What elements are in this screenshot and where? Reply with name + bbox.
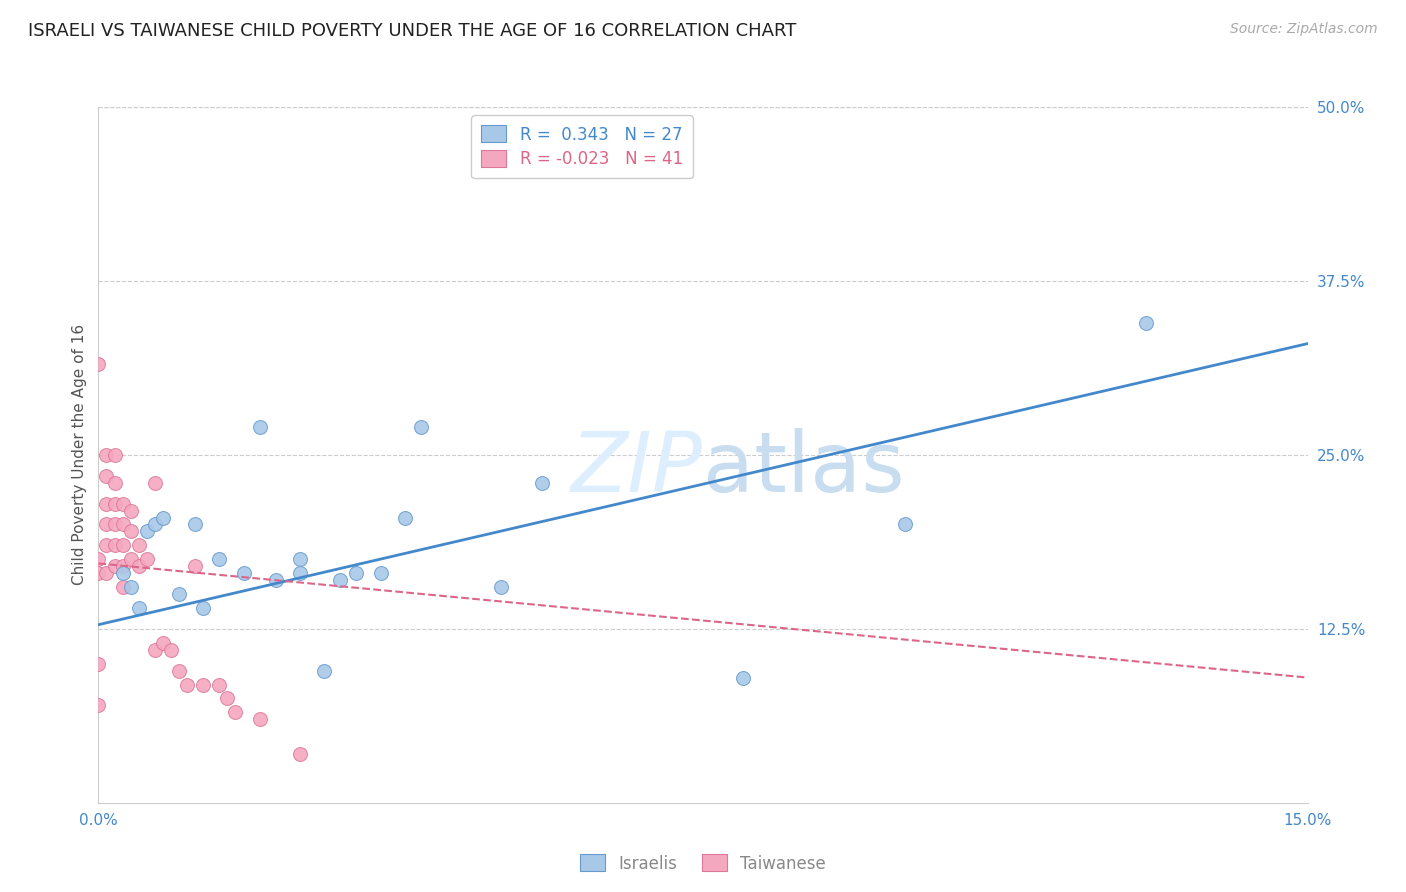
Point: [128, 601, 150, 615]
Text: ZIP: ZIP: [571, 428, 703, 509]
Point: [409, 420, 432, 434]
Point: [232, 566, 254, 581]
Point: [120, 580, 142, 594]
Point: [103, 517, 125, 532]
Point: [1135, 316, 1157, 330]
Point: [160, 642, 183, 657]
Point: [143, 475, 166, 490]
Point: [120, 524, 142, 539]
Point: [217, 691, 239, 706]
Point: [167, 664, 190, 678]
Point: [111, 566, 134, 581]
Legend: R =  0.343   N = 27, R = -0.023   N = 41: R = 0.343 N = 27, R = -0.023 N = 41: [471, 115, 693, 178]
Point: [167, 587, 190, 601]
Point: [733, 671, 755, 685]
Point: [288, 566, 311, 581]
Point: [135, 524, 157, 539]
Point: [152, 510, 174, 524]
Point: [96, 448, 118, 462]
Point: [128, 538, 150, 552]
Point: [111, 497, 134, 511]
Point: [176, 677, 198, 691]
Point: [96, 517, 118, 532]
Point: [87, 552, 110, 566]
Point: [96, 566, 118, 581]
Point: [224, 706, 246, 720]
Text: Source: ZipAtlas.com: Source: ZipAtlas.com: [1230, 22, 1378, 37]
Point: [87, 566, 110, 581]
Point: [135, 552, 157, 566]
Point: [87, 358, 110, 372]
Point: [111, 517, 134, 532]
Point: [506, 155, 529, 169]
Point: [120, 552, 142, 566]
Point: [329, 573, 352, 587]
Text: atlas: atlas: [703, 428, 904, 509]
Point: [193, 677, 215, 691]
Point: [96, 468, 118, 483]
Point: [893, 517, 915, 532]
Point: [491, 580, 513, 594]
Point: [103, 559, 125, 574]
Point: [87, 698, 110, 713]
Point: [103, 497, 125, 511]
Point: [370, 566, 392, 581]
Point: [249, 712, 271, 726]
Point: [530, 475, 553, 490]
Point: [184, 559, 207, 574]
Point: [143, 517, 166, 532]
Y-axis label: Child Poverty Under the Age of 16: Child Poverty Under the Age of 16: [72, 325, 87, 585]
Text: ISRAELI VS TAIWANESE CHILD POVERTY UNDER THE AGE OF 16 CORRELATION CHART: ISRAELI VS TAIWANESE CHILD POVERTY UNDER…: [28, 22, 796, 40]
Point: [111, 559, 134, 574]
Point: [143, 642, 166, 657]
Point: [103, 538, 125, 552]
Point: [87, 657, 110, 671]
Point: [96, 538, 118, 552]
Legend: Israelis, Taiwanese: Israelis, Taiwanese: [574, 847, 832, 880]
Point: [111, 538, 134, 552]
Point: [314, 664, 336, 678]
Point: [288, 747, 311, 761]
Point: [96, 497, 118, 511]
Point: [288, 552, 311, 566]
Point: [184, 517, 207, 532]
Point: [249, 420, 271, 434]
Point: [264, 573, 287, 587]
Point: [103, 448, 125, 462]
Point: [120, 503, 142, 517]
Point: [111, 580, 134, 594]
Point: [193, 601, 215, 615]
Point: [344, 566, 367, 581]
Point: [208, 552, 231, 566]
Point: [128, 559, 150, 574]
Point: [152, 636, 174, 650]
Point: [208, 677, 231, 691]
Point: [394, 510, 416, 524]
Point: [103, 475, 125, 490]
